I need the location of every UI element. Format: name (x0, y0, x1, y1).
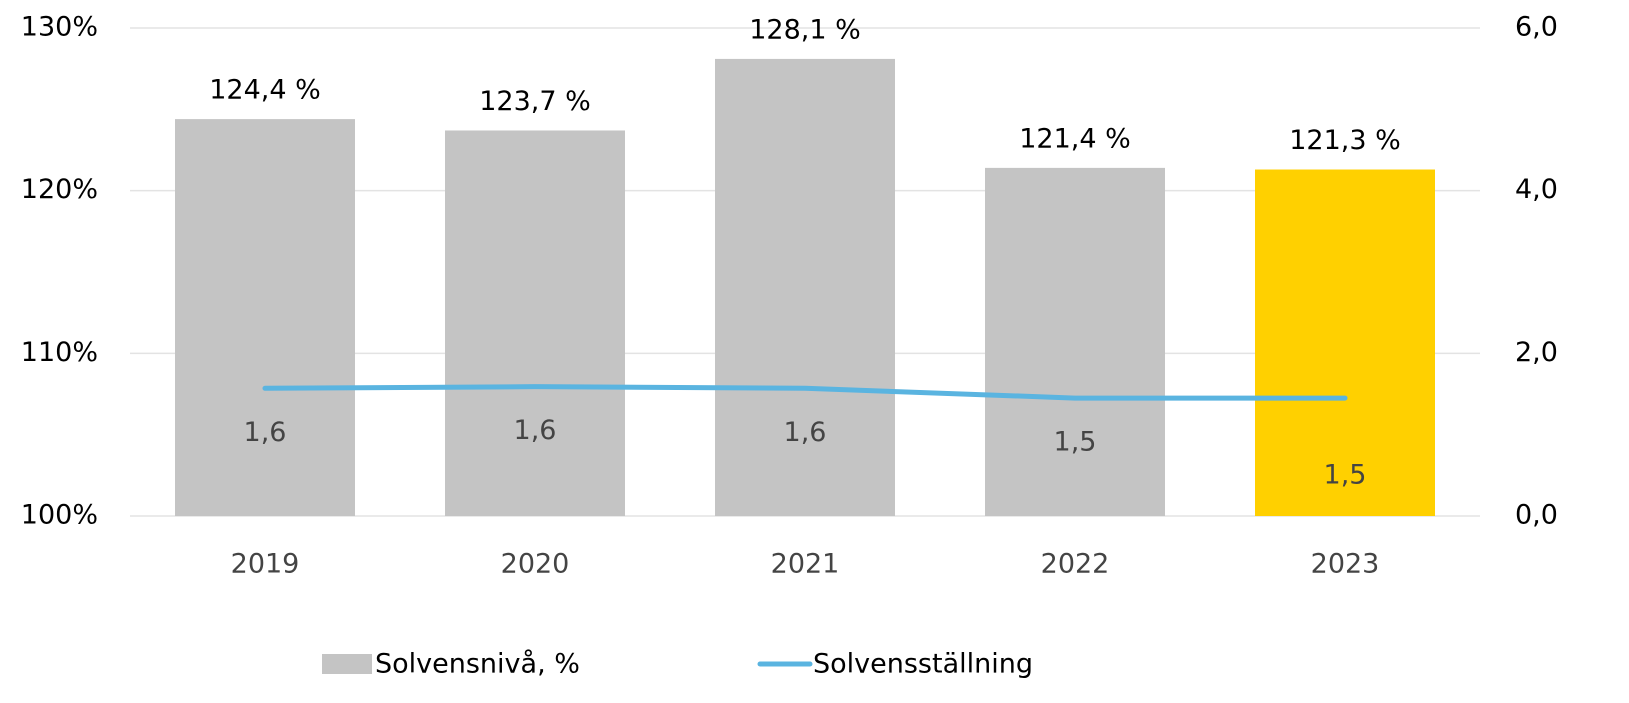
bar (715, 58, 895, 516)
line-value-label: 1,5 (1054, 427, 1097, 458)
y-tick-label: 120% (21, 174, 98, 205)
y-tick-label: 100% (21, 500, 98, 531)
bar-value-label: 121,4 % (1019, 123, 1131, 154)
line-value-label: 1,6 (514, 415, 557, 446)
legend-label: Solvensställning (813, 649, 1033, 680)
bar-value-label: 121,3 % (1289, 125, 1401, 156)
bar-value-label: 124,4 % (209, 75, 321, 106)
x-tick-label: 2022 (1041, 549, 1110, 580)
line-value-label: 1,6 (244, 417, 287, 448)
x-tick-label: 2023 (1311, 549, 1380, 580)
x-tick-label: 2019 (231, 549, 300, 580)
bar-value-label: 123,7 % (479, 86, 591, 117)
x-tick-label: 2021 (771, 549, 840, 580)
y2-tick-label: 0,0 (1515, 500, 1558, 531)
y-tick-label: 130% (21, 12, 98, 43)
bar-value-label: 128,1 % (749, 14, 861, 45)
y2-tick-label: 4,0 (1515, 174, 1558, 205)
y2-tick-label: 2,0 (1515, 337, 1558, 368)
y-tick-label: 110% (21, 337, 98, 368)
legend-swatch (322, 654, 372, 674)
legend-label: Solvensnivå, % (375, 649, 580, 680)
bar (175, 119, 355, 517)
bar (1255, 169, 1435, 516)
bar (985, 167, 1165, 517)
y2-tick-label: 6,0 (1515, 12, 1558, 43)
line-value-label: 1,5 (1324, 460, 1367, 491)
line (262, 384, 1348, 401)
x-tick-label: 2020 (501, 549, 570, 580)
bar (445, 130, 625, 517)
line-value-label: 1,6 (784, 417, 827, 448)
